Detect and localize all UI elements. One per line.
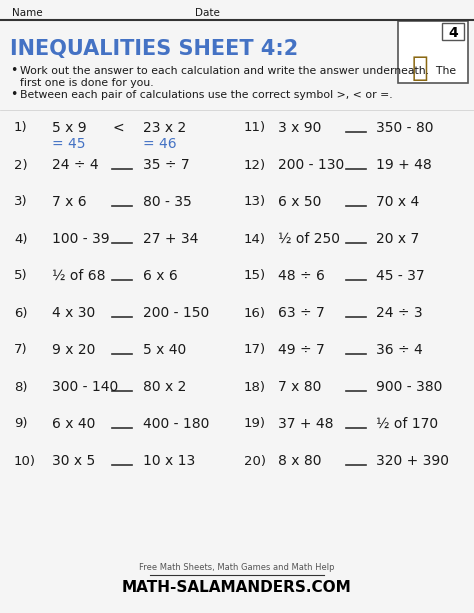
- Text: 37 + 48: 37 + 48: [278, 417, 334, 431]
- Text: 10): 10): [14, 454, 36, 468]
- Text: = 45: = 45: [52, 137, 85, 151]
- Text: 13): 13): [244, 196, 266, 208]
- Text: 48 ÷ 6: 48 ÷ 6: [278, 269, 325, 283]
- Text: 23 x 2: 23 x 2: [143, 121, 186, 135]
- Text: 3 x 90: 3 x 90: [278, 121, 321, 135]
- Text: 9): 9): [14, 417, 27, 430]
- Text: 20): 20): [244, 454, 266, 468]
- Text: 16): 16): [244, 306, 266, 319]
- Text: 15): 15): [244, 270, 266, 283]
- Text: 70 x 4: 70 x 4: [376, 195, 419, 209]
- Text: 7): 7): [14, 343, 27, 357]
- Text: 8 x 80: 8 x 80: [278, 454, 321, 468]
- Text: 10 x 13: 10 x 13: [143, 454, 195, 468]
- Text: 30 x 5: 30 x 5: [52, 454, 95, 468]
- Text: Work out the answer to each calculation and write the answer underneath.  The: Work out the answer to each calculation …: [20, 66, 456, 76]
- Text: 11): 11): [244, 121, 266, 134]
- Text: 14): 14): [244, 232, 266, 245]
- Text: 4: 4: [448, 26, 458, 40]
- Text: 5 x 40: 5 x 40: [143, 343, 186, 357]
- Text: 7 x 80: 7 x 80: [278, 380, 321, 394]
- Text: first one is done for you.: first one is done for you.: [20, 78, 154, 88]
- Text: 63 ÷ 7: 63 ÷ 7: [278, 306, 325, 320]
- Text: MATH-SALAMANDERS.COM: MATH-SALAMANDERS.COM: [122, 579, 352, 595]
- Text: 1): 1): [14, 121, 27, 134]
- Text: 5): 5): [14, 270, 27, 283]
- Text: 49 ÷ 7: 49 ÷ 7: [278, 343, 325, 357]
- Text: 4 x 30: 4 x 30: [52, 306, 95, 320]
- Text: 7 x 6: 7 x 6: [52, 195, 87, 209]
- Text: 17): 17): [244, 343, 266, 357]
- Text: 35 ÷ 7: 35 ÷ 7: [143, 158, 190, 172]
- Text: ½ of 170: ½ of 170: [376, 417, 438, 431]
- Text: 80 - 35: 80 - 35: [143, 195, 192, 209]
- Text: 400 - 180: 400 - 180: [143, 417, 210, 431]
- Text: INEQUALITIES SHEET 4:2: INEQUALITIES SHEET 4:2: [10, 39, 298, 59]
- Text: 2): 2): [14, 159, 27, 172]
- Text: 🦎: 🦎: [412, 54, 428, 82]
- Text: 6 x 50: 6 x 50: [278, 195, 321, 209]
- Text: ½ of 250: ½ of 250: [278, 232, 340, 246]
- Text: 9 x 20: 9 x 20: [52, 343, 95, 357]
- Text: Name: Name: [12, 8, 43, 18]
- Text: 6 x 6: 6 x 6: [143, 269, 178, 283]
- Text: 350 - 80: 350 - 80: [376, 121, 434, 135]
- Text: 12): 12): [244, 159, 266, 172]
- Text: 24 ÷ 4: 24 ÷ 4: [52, 158, 99, 172]
- Text: 80 x 2: 80 x 2: [143, 380, 186, 394]
- Text: 36 ÷ 4: 36 ÷ 4: [376, 343, 423, 357]
- Text: 5 x 9: 5 x 9: [52, 121, 87, 135]
- Text: 320 + 390: 320 + 390: [376, 454, 449, 468]
- Text: Free Math Sheets, Math Games and Math Help: Free Math Sheets, Math Games and Math He…: [139, 563, 335, 571]
- Text: 100 - 39: 100 - 39: [52, 232, 109, 246]
- Text: 24 ÷ 3: 24 ÷ 3: [376, 306, 423, 320]
- Text: 300 - 140: 300 - 140: [52, 380, 118, 394]
- Text: 8): 8): [14, 381, 27, 394]
- Text: 45 - 37: 45 - 37: [376, 269, 425, 283]
- Text: 19 + 48: 19 + 48: [376, 158, 432, 172]
- FancyBboxPatch shape: [398, 21, 468, 83]
- Text: •: •: [10, 88, 18, 101]
- Text: 6): 6): [14, 306, 27, 319]
- Text: 200 - 130: 200 - 130: [278, 158, 344, 172]
- Text: ½ of 68: ½ of 68: [52, 269, 106, 283]
- Text: 3): 3): [14, 196, 27, 208]
- Text: 27 + 34: 27 + 34: [143, 232, 199, 246]
- Text: 20 x 7: 20 x 7: [376, 232, 419, 246]
- Text: •: •: [10, 64, 18, 77]
- Text: = 46: = 46: [143, 137, 177, 151]
- Text: 19): 19): [244, 417, 266, 430]
- Text: <: <: [112, 121, 124, 135]
- Text: Between each pair of calculations use the correct symbol >, < or =.: Between each pair of calculations use th…: [20, 90, 392, 100]
- Text: 6 x 40: 6 x 40: [52, 417, 95, 431]
- Text: 18): 18): [244, 381, 266, 394]
- Text: 200 - 150: 200 - 150: [143, 306, 209, 320]
- Text: 900 - 380: 900 - 380: [376, 380, 442, 394]
- Text: Date: Date: [195, 8, 220, 18]
- FancyBboxPatch shape: [442, 23, 464, 40]
- Text: 4): 4): [14, 232, 27, 245]
